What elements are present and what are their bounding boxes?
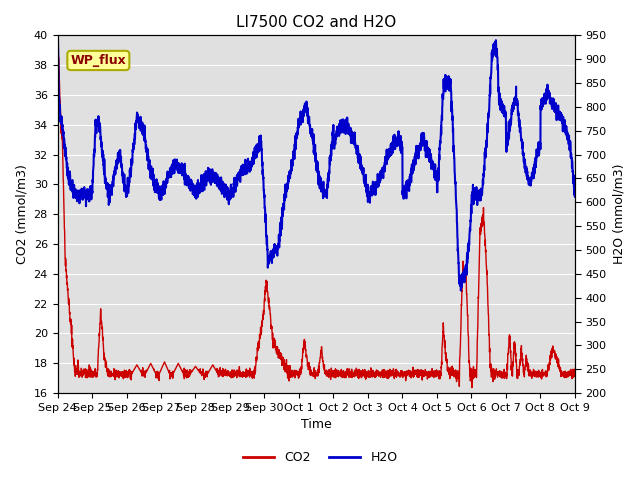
X-axis label: Time: Time: [301, 419, 332, 432]
H2O: [506, 123, 513, 129]
Line: H2O: H2O: [58, 36, 575, 290]
H2O: [252, 144, 260, 150]
CO2: [113, 373, 120, 379]
CO2: [54, 274, 61, 279]
CO2: [571, 371, 579, 377]
Legend: CO2, H2O: CO2, H2O: [237, 446, 403, 469]
CO2: [468, 385, 476, 391]
Text: WP_flux: WP_flux: [70, 54, 126, 67]
H2O: [275, 241, 282, 247]
CO2: [252, 354, 260, 360]
Y-axis label: H2O (mmol/m3): H2O (mmol/m3): [612, 164, 625, 264]
H2O: [113, 166, 120, 172]
H2O: [571, 194, 579, 200]
CO2: [55, 55, 63, 60]
CO2: [561, 368, 569, 374]
CO2: [275, 351, 282, 357]
Title: LI7500 CO2 and H2O: LI7500 CO2 and H2O: [236, 15, 396, 30]
H2O: [54, 149, 61, 155]
CO2: [506, 333, 513, 339]
CO2: [143, 367, 151, 373]
H2O: [561, 124, 569, 130]
Line: CO2: CO2: [58, 58, 575, 388]
Y-axis label: CO2 (mmol/m3): CO2 (mmol/m3): [15, 164, 28, 264]
H2O: [143, 157, 151, 163]
H2O: [54, 33, 61, 38]
H2O: [457, 288, 465, 293]
